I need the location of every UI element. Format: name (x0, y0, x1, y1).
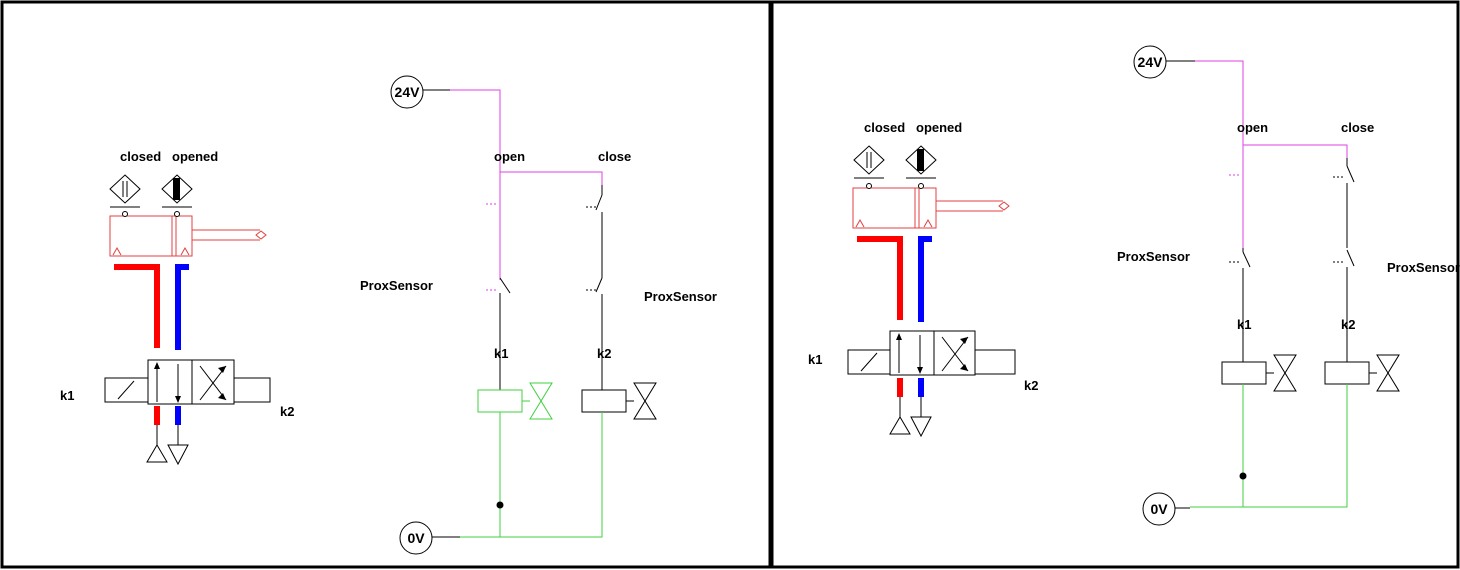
closed-sensor-icon (853, 145, 885, 179)
pressure-line (857, 236, 903, 320)
prox-sensor-right-icon (595, 277, 603, 293)
prox-sensor-right-label: ProxSensor (644, 289, 717, 304)
left-panel: closed opened (60, 75, 717, 555)
close-switch-label: close (598, 149, 631, 164)
prox-sensor-right-icon (1346, 249, 1355, 267)
coil-k1-label: k1 (494, 346, 508, 361)
prox-sensor-left-icon (1242, 251, 1251, 268)
coil-k2-label: k2 (1341, 317, 1355, 332)
opened-sensor-icon (905, 145, 937, 179)
left-electrical: 24V open close ProxSensor ProxSensor k1 … (360, 75, 717, 555)
ground-node-icon (1142, 492, 1176, 526)
cylinder-icon (109, 211, 267, 257)
coil-k2-icon (581, 389, 627, 413)
coil-k2-icon (1324, 361, 1370, 385)
supply-label: 24V (1138, 54, 1164, 70)
prox-sensor-left-label: ProxSensor (1117, 249, 1190, 264)
ground-label: 0V (407, 530, 425, 546)
right-panel-frame (770, 0, 1460, 569)
right-electrical: 24V open close ProxSensor ProxSensor k1 (1117, 45, 1460, 526)
closed-sensor-label: closed (120, 149, 161, 164)
opened-sensor-icon (161, 174, 193, 208)
coil-k1-icon (477, 389, 523, 413)
prox-sensor-right-label: ProxSensor (1387, 260, 1460, 275)
left-pneumatic: closed opened (60, 149, 294, 466)
open-switch-label: open (1237, 120, 1268, 135)
coil-k1-icon (1221, 361, 1267, 385)
coil-k2-label: k2 (597, 346, 611, 361)
opened-sensor-label: opened (172, 149, 218, 164)
supply-node-icon (1133, 45, 1167, 79)
closed-sensor-label: closed (864, 120, 905, 135)
close-switch-label: close (1341, 120, 1374, 135)
junction-icon (1239, 472, 1247, 480)
junction-icon (496, 501, 504, 509)
return-line (175, 264, 189, 350)
exhaust-icon (146, 444, 168, 463)
solenoid-valve-icon (104, 359, 271, 405)
return-line (918, 236, 932, 322)
supply-label: 24V (395, 84, 421, 100)
closed-sensor-icon (109, 174, 141, 208)
prox-sensor-left-label: ProxSensor (360, 278, 433, 293)
close-switch-icon (1346, 165, 1355, 183)
exhaust-icon (167, 444, 189, 466)
solenoid-valve-icon (847, 330, 1016, 376)
close-switch-icon (595, 194, 603, 211)
left-panel-frame (0, 0, 772, 569)
ground-label: 0V (1150, 501, 1168, 517)
right-panel: closed opened (808, 45, 1460, 526)
coil-k1-label: k1 (1237, 317, 1251, 332)
opened-sensor-label: opened (916, 120, 962, 135)
valve-k2-label: k2 (1024, 378, 1038, 393)
valve-k1-label: k1 (60, 388, 74, 403)
right-pneumatic: closed opened (808, 120, 1038, 438)
valve-k1-label: k1 (808, 352, 822, 367)
exhaust-icon (910, 416, 932, 438)
pressure-line (114, 264, 160, 348)
ground-node-icon (399, 521, 433, 555)
valve-k2-label: k2 (280, 404, 294, 419)
supply-node-icon (390, 75, 424, 109)
cylinder-icon (852, 183, 1010, 229)
exhaust-icon (889, 416, 911, 435)
open-switch-label: open (494, 149, 525, 164)
